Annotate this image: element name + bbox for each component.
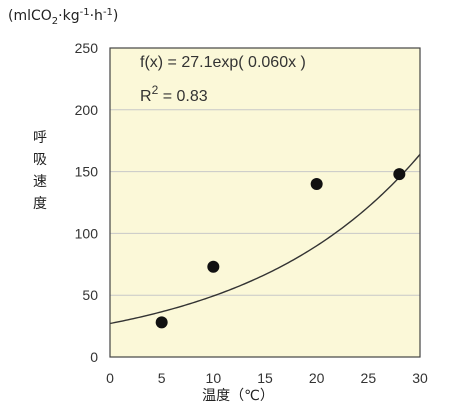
data-point-0 xyxy=(155,316,168,329)
data-point-1 xyxy=(207,260,220,273)
x-tick-label-0: 0 xyxy=(106,370,114,386)
y-tick-label-0: 0 xyxy=(90,349,98,365)
grid-lines xyxy=(110,109,420,296)
fit-equation: f(x) = 27.1exp( 0.060x ) xyxy=(140,54,306,71)
x-tick-label-3: 15 xyxy=(257,370,273,386)
y-tick-label-1: 50 xyxy=(82,287,98,303)
y-tick-label-5: 250 xyxy=(75,40,99,56)
r-squared: R2 = 0.83 xyxy=(140,83,208,105)
y-tick-label-4: 200 xyxy=(75,102,99,118)
y-axis-label: 呼吸速度 xyxy=(33,130,47,212)
x-tick-label-5: 25 xyxy=(361,370,377,386)
y-unit-label: (mlCO2·kg-1·h-1) xyxy=(8,7,118,27)
data-points xyxy=(155,168,406,329)
fit-curve-group xyxy=(109,153,421,325)
fit-curve xyxy=(109,153,421,325)
data-point-2 xyxy=(310,177,323,190)
x-tick-label-4: 20 xyxy=(309,370,325,386)
plot-frame xyxy=(109,47,421,358)
y-tick-label-3: 150 xyxy=(75,164,99,180)
tick-labels: 0 50 100 150 200 250 0 5 10 15 20 25 30 xyxy=(75,40,428,386)
plot-area xyxy=(110,48,420,357)
y-tick-label-2: 100 xyxy=(75,225,99,241)
x-tick-label-6: 30 xyxy=(412,370,428,386)
x-tick-label-2: 10 xyxy=(206,370,222,386)
data-point-3 xyxy=(393,168,406,181)
x-tick-label-1: 5 xyxy=(158,370,166,386)
x-axis-label: 温度（℃） xyxy=(202,388,274,404)
